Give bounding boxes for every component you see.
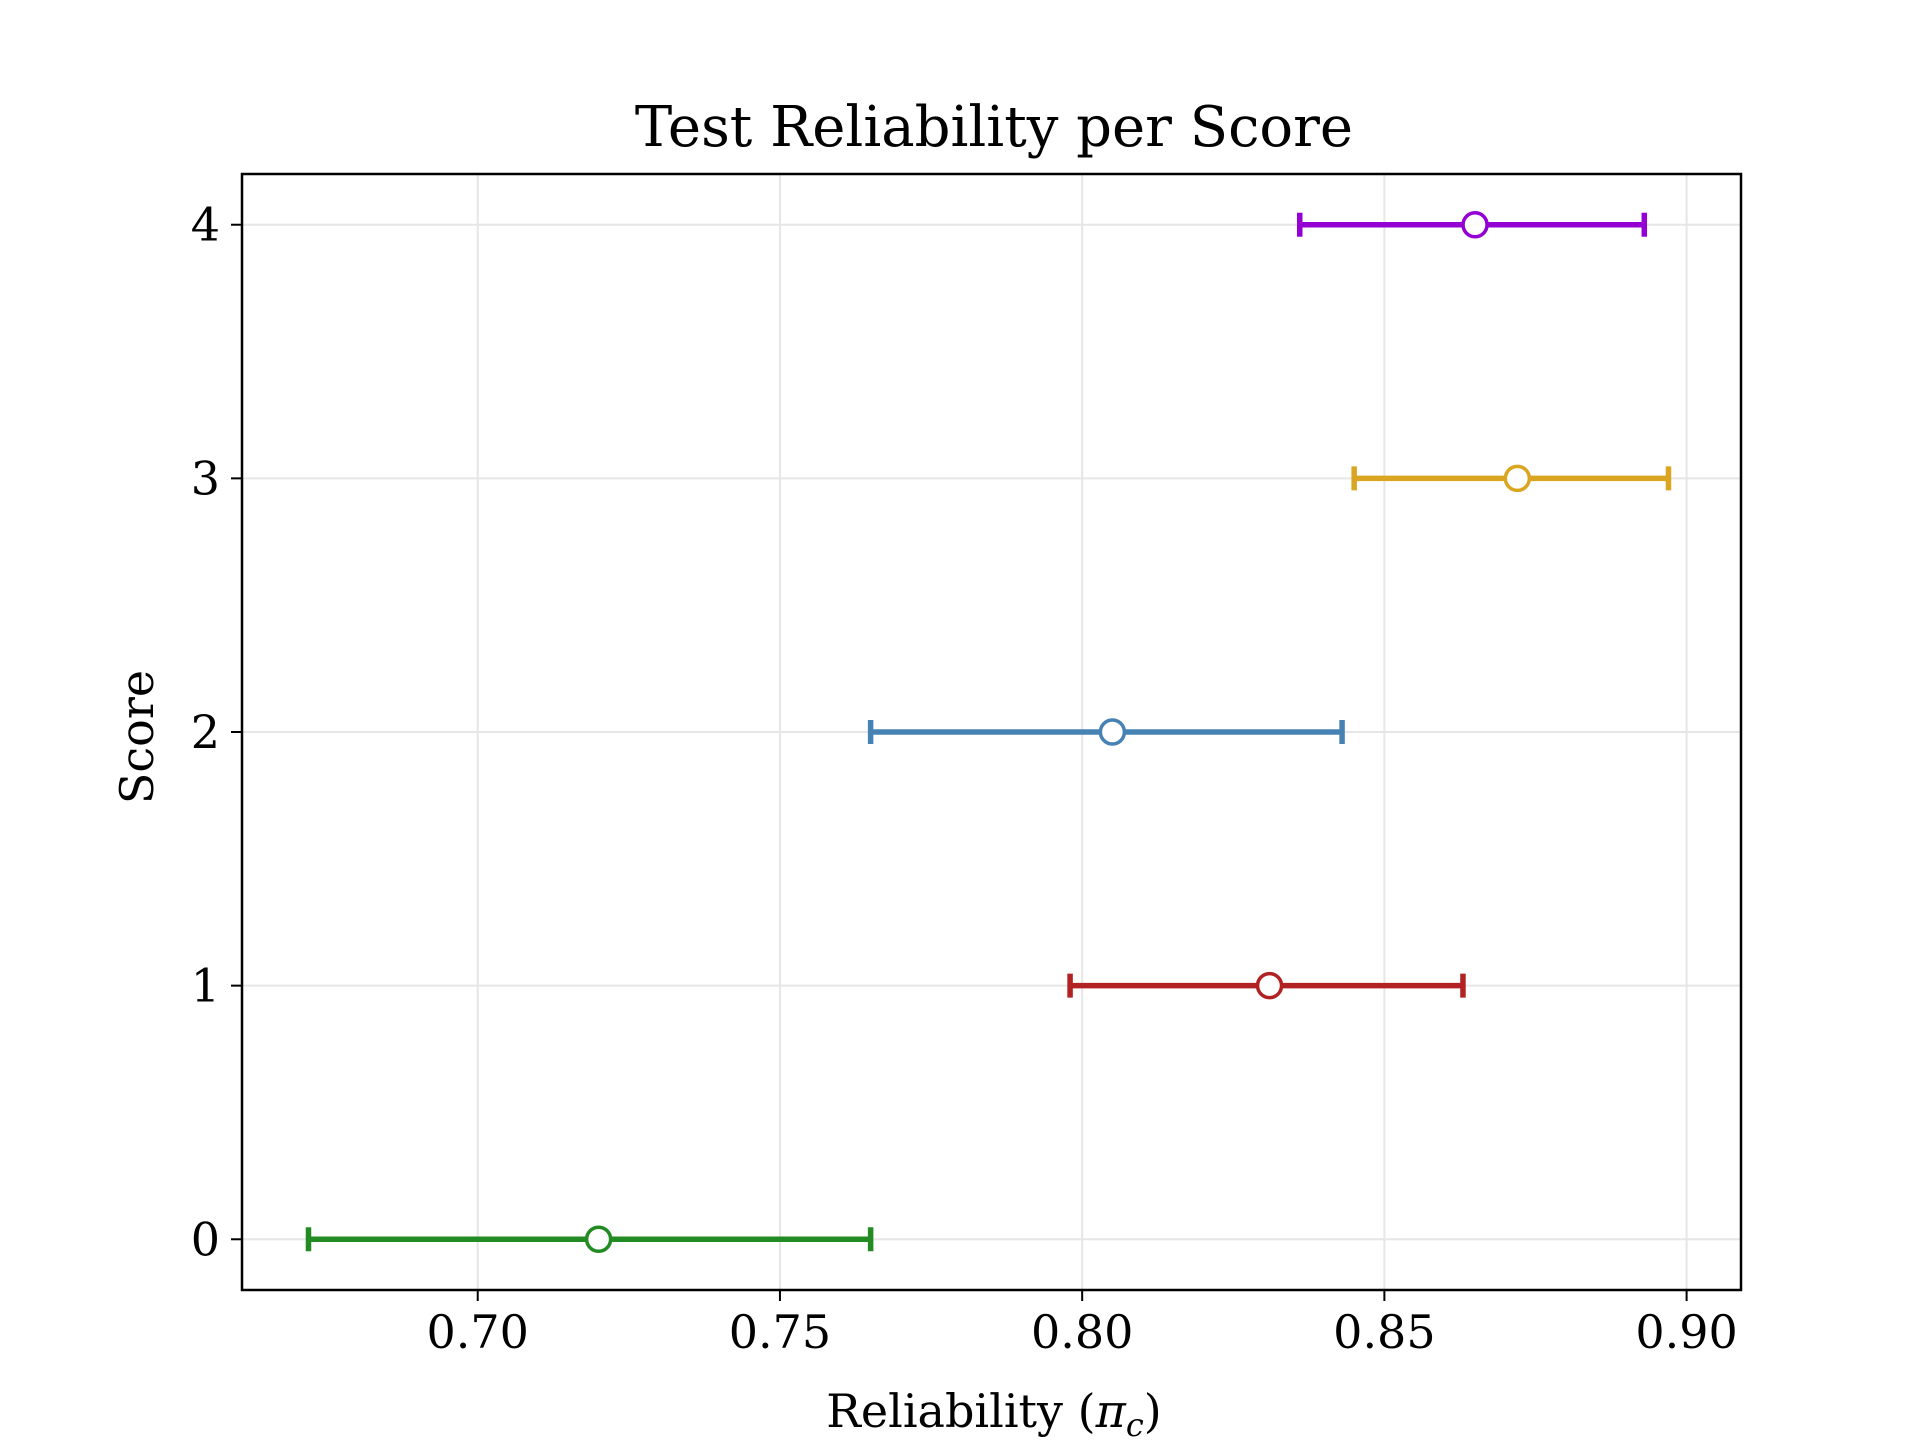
- x-axis-label-symbol: π: [1095, 1384, 1127, 1438]
- y-tick-label: 4: [191, 198, 220, 252]
- y-tick-label: 1: [191, 959, 220, 1013]
- y-tick-label: 2: [191, 705, 220, 759]
- x-tick-label: 0.75: [729, 1305, 831, 1359]
- x-axis-label-end: ): [1144, 1384, 1162, 1438]
- estimate-marker: [1098, 718, 1127, 746]
- estimate-marker: [1461, 210, 1489, 239]
- y-tick-label: 0: [191, 1212, 220, 1266]
- estimate-marker: [1503, 464, 1532, 493]
- error-bar-score-0: [305, 1225, 874, 1254]
- x-axis-label-text: Reliability (: [826, 1384, 1095, 1438]
- y-axis: 0 1 2 3 4: [191, 198, 242, 1266]
- x-axis-label-subscript: c: [1126, 1406, 1144, 1440]
- error-bar-score-4: [1297, 210, 1648, 239]
- x-tick-label: 0.70: [427, 1305, 529, 1359]
- estimate-marker: [1255, 971, 1284, 1000]
- error-bar-score-2: [867, 718, 1345, 746]
- x-tick-label: 0.80: [1031, 1305, 1133, 1359]
- chart-title: Test Reliability per Score: [635, 95, 1353, 160]
- y-axis-label: Score: [110, 670, 164, 804]
- x-tick-label: 0.85: [1333, 1305, 1435, 1359]
- x-axis-label: Reliability (πc): [826, 1384, 1161, 1440]
- x-tick-label: 0.90: [1635, 1305, 1737, 1359]
- estimate-marker: [584, 1225, 613, 1254]
- y-tick-label: 3: [191, 451, 220, 505]
- error-bar-series: [305, 210, 1672, 1254]
- error-bar-score-3: [1351, 464, 1672, 493]
- error-bar-score-1: [1067, 971, 1466, 1000]
- x-axis: 0.70 0.75 0.80 0.85 0.90: [427, 1290, 1738, 1359]
